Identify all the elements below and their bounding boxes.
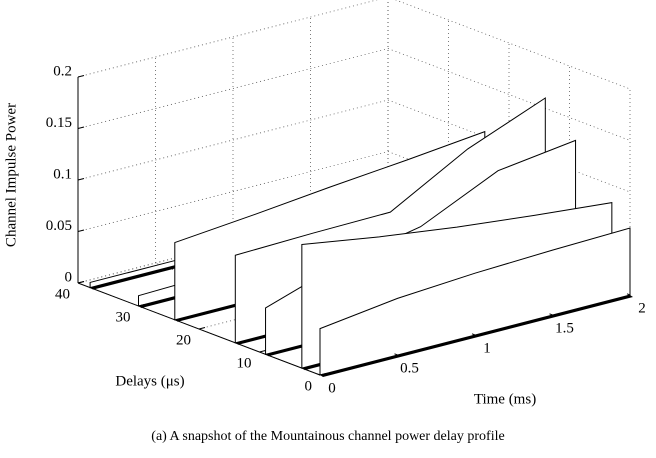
tick-mark: [77, 178, 85, 181]
panel-base: [320, 295, 633, 377]
tick-mark: [626, 293, 631, 296]
caption: (a) A snapshot of the Mountainous channe…: [151, 429, 504, 444]
tick-mark: [198, 327, 206, 330]
tick-mark: [316, 373, 321, 376]
grid-line: [77, 0, 378, 78]
tick-mark: [549, 313, 553, 316]
y-tick-label: 0: [305, 378, 313, 394]
tick-mark: [471, 333, 476, 336]
grid-line: [77, 99, 389, 181]
y-tick-label: 40: [55, 286, 70, 302]
tick-mark: [394, 353, 398, 356]
z-tick-label: 0: [65, 269, 73, 285]
x-tick-label: 0: [328, 380, 336, 396]
tick-mark: [77, 75, 85, 78]
y-tick-label: 20: [176, 332, 191, 348]
tick-mark: [138, 304, 145, 307]
y-axis-label: Delays (μs): [115, 373, 184, 389]
z-axis-label: Channel Impulse Power: [3, 103, 19, 247]
x-tick-label: 1.5: [555, 320, 574, 336]
tick-mark: [77, 229, 85, 232]
z-tick-label: 0.05: [46, 218, 72, 234]
tick-mark: [259, 350, 266, 353]
grid-line: [77, 48, 389, 129]
grid-line: [77, 151, 389, 232]
z-tick-label: 0.1: [53, 166, 72, 182]
y-tick-label: 30: [116, 309, 131, 325]
x-axis-label: Time (ms): [474, 391, 536, 407]
z-tick-label: 0.15: [46, 115, 72, 131]
tick-mark: [77, 126, 85, 129]
delay-panel: [319, 227, 631, 376]
z-tick-label: 0.2: [53, 63, 72, 79]
x-tick-label: 0.5: [400, 360, 419, 376]
y-tick-label: 10: [237, 355, 252, 371]
x-tick-label: 1: [483, 340, 491, 356]
x-tick-label: 2: [638, 300, 646, 316]
tick-mark: [319, 373, 327, 376]
tick-mark: [77, 281, 85, 284]
